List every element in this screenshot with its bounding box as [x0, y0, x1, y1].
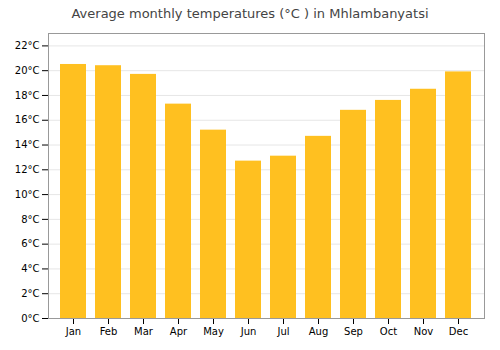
svg-text:Jul: Jul — [276, 326, 289, 337]
svg-text:Dec: Dec — [449, 326, 468, 337]
svg-text:Mar: Mar — [134, 326, 154, 337]
svg-text:Oct: Oct — [380, 326, 397, 337]
svg-text:2°C: 2°C — [21, 288, 39, 299]
svg-text:0°C: 0°C — [21, 313, 39, 324]
svg-text:Sep: Sep — [344, 326, 363, 337]
svg-text:4°C: 4°C — [21, 263, 39, 274]
html-text:Average monthly temperatures (: Average monthly temperatures (°C ) in Mh… — [71, 6, 429, 21]
svg-text:Nov: Nov — [414, 326, 434, 337]
svg-text:6°C: 6°C — [21, 238, 39, 249]
svg-text:20°C: 20°C — [15, 65, 40, 76]
svg-text:12°C: 12°C — [15, 164, 40, 175]
svg-text:Aug: Aug — [309, 326, 329, 337]
svg-text:14°C: 14°C — [15, 139, 40, 150]
svg-text:18°C: 18°C — [15, 90, 40, 101]
svg-text:10°C: 10°C — [15, 189, 40, 200]
svg-text:22°C: 22°C — [15, 40, 40, 51]
svg-text:Apr: Apr — [170, 326, 188, 337]
svg-text:May: May — [203, 326, 224, 337]
svg-text:16°C: 16°C — [15, 114, 40, 125]
svg-text:Feb: Feb — [100, 326, 118, 337]
svg-text:8°C: 8°C — [21, 214, 39, 225]
svg-text:Jan: Jan — [65, 326, 81, 337]
svg-text:Jun: Jun — [240, 326, 257, 337]
